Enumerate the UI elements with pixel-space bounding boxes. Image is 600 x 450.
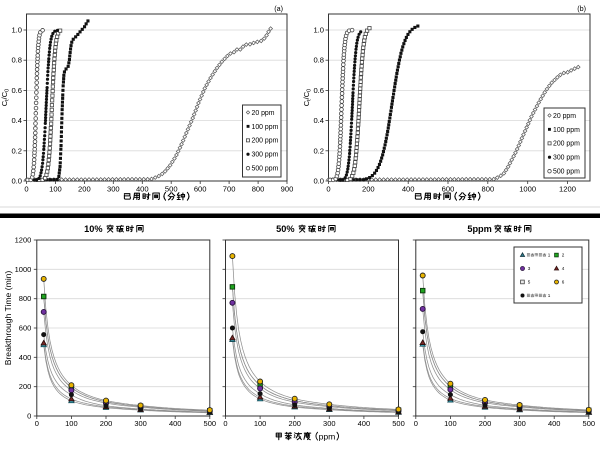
svg-text:50%: 50% (276, 224, 294, 234)
svg-text:200: 200 (19, 382, 32, 391)
svg-text:300: 300 (323, 419, 336, 428)
svg-text:1: 1 (548, 293, 551, 298)
svg-text:500: 500 (204, 419, 217, 428)
svg-text:1: 1 (548, 253, 551, 258)
svg-text:200 ppm: 200 ppm (553, 141, 580, 148)
svg-text:300 ppm: 300 ppm (553, 155, 580, 162)
svg-text:300: 300 (513, 419, 526, 428)
svg-text:ppm: ppm (319, 432, 336, 442)
svg-text:400: 400 (358, 419, 371, 428)
svg-text:300: 300 (107, 185, 120, 194)
svg-text:2: 2 (562, 253, 565, 258)
svg-text:200: 200 (479, 419, 492, 428)
svg-text:0: 0 (27, 412, 31, 421)
svg-text:0: 0 (35, 419, 39, 428)
svg-text:300 ppm: 300 ppm (252, 152, 279, 159)
svg-text:(b): (b) (577, 4, 586, 13)
svg-text:1000: 1000 (15, 265, 32, 274)
svg-text:3: 3 (528, 266, 531, 271)
svg-text:100: 100 (49, 185, 62, 194)
svg-text:0.6: 0.6 (11, 86, 22, 95)
svg-text:400: 400 (19, 353, 32, 362)
svg-text:0.4: 0.4 (313, 116, 324, 125)
svg-text:500: 500 (583, 419, 596, 428)
svg-text:0: 0 (414, 419, 418, 428)
svg-text:200: 200 (362, 185, 375, 194)
svg-text:400: 400 (402, 185, 415, 194)
svg-text:400: 400 (169, 419, 182, 428)
svg-text:Ct/C0: Ct/C0 (0, 89, 11, 107)
svg-text:100: 100 (444, 419, 457, 428)
svg-text:100: 100 (254, 419, 267, 428)
svg-text:0: 0 (223, 419, 227, 428)
svg-text:100 ppm: 100 ppm (553, 127, 580, 134)
svg-text:100 ppm: 100 ppm (252, 124, 279, 131)
svg-text:700: 700 (223, 185, 236, 194)
svg-text:400: 400 (136, 185, 149, 194)
svg-text:0.8: 0.8 (313, 56, 324, 65)
svg-text:0.4: 0.4 (11, 116, 22, 125)
svg-text:500: 500 (392, 419, 405, 428)
svg-text:0.0: 0.0 (313, 177, 324, 186)
svg-text:1.0: 1.0 (11, 26, 22, 35)
svg-text:1200: 1200 (15, 236, 32, 245)
svg-text:Ct/C0: Ct/C0 (302, 89, 313, 107)
svg-text:1200: 1200 (559, 185, 576, 194)
svg-text:0.2: 0.2 (11, 146, 22, 155)
svg-text:100: 100 (65, 419, 78, 428)
svg-text:0.8: 0.8 (11, 56, 22, 65)
svg-text:0.6: 0.6 (313, 86, 324, 95)
svg-text:800: 800 (19, 294, 32, 303)
svg-text:4: 4 (562, 266, 565, 271)
svg-text:600: 600 (19, 324, 32, 333)
svg-text:200: 200 (78, 185, 91, 194)
svg-text:5ppm: 5ppm (467, 224, 492, 234)
svg-text:0.2: 0.2 (313, 146, 324, 155)
svg-text:600: 600 (194, 185, 207, 194)
svg-text:10%: 10% (84, 224, 102, 234)
svg-text:(a): (a) (274, 4, 283, 13)
svg-text:500: 500 (165, 185, 178, 194)
svg-text:5: 5 (528, 280, 531, 285)
svg-text:600: 600 (442, 185, 455, 194)
svg-text:200: 200 (288, 419, 301, 428)
svg-text:500 ppm: 500 ppm (553, 169, 580, 176)
svg-text:200 ppm: 200 ppm (252, 138, 279, 145)
svg-text:200: 200 (100, 419, 113, 428)
svg-text:500 ppm: 500 ppm (252, 166, 279, 173)
svg-text:1.0: 1.0 (313, 26, 324, 35)
svg-text:900: 900 (281, 185, 294, 194)
svg-text:800: 800 (252, 185, 265, 194)
svg-text:0.0: 0.0 (11, 177, 22, 186)
svg-text:20 ppm: 20 ppm (553, 113, 576, 120)
svg-text:400: 400 (548, 419, 561, 428)
svg-text:1000: 1000 (519, 185, 536, 194)
svg-text:20 ppm: 20 ppm (252, 110, 275, 117)
svg-text:Breakthrough Time (min): Breakthrough Time (min) (3, 271, 13, 366)
svg-text:0: 0 (24, 185, 28, 194)
svg-text:300: 300 (134, 419, 147, 428)
svg-text:800: 800 (482, 185, 495, 194)
svg-text:0: 0 (326, 185, 330, 194)
svg-text:6: 6 (562, 280, 565, 285)
